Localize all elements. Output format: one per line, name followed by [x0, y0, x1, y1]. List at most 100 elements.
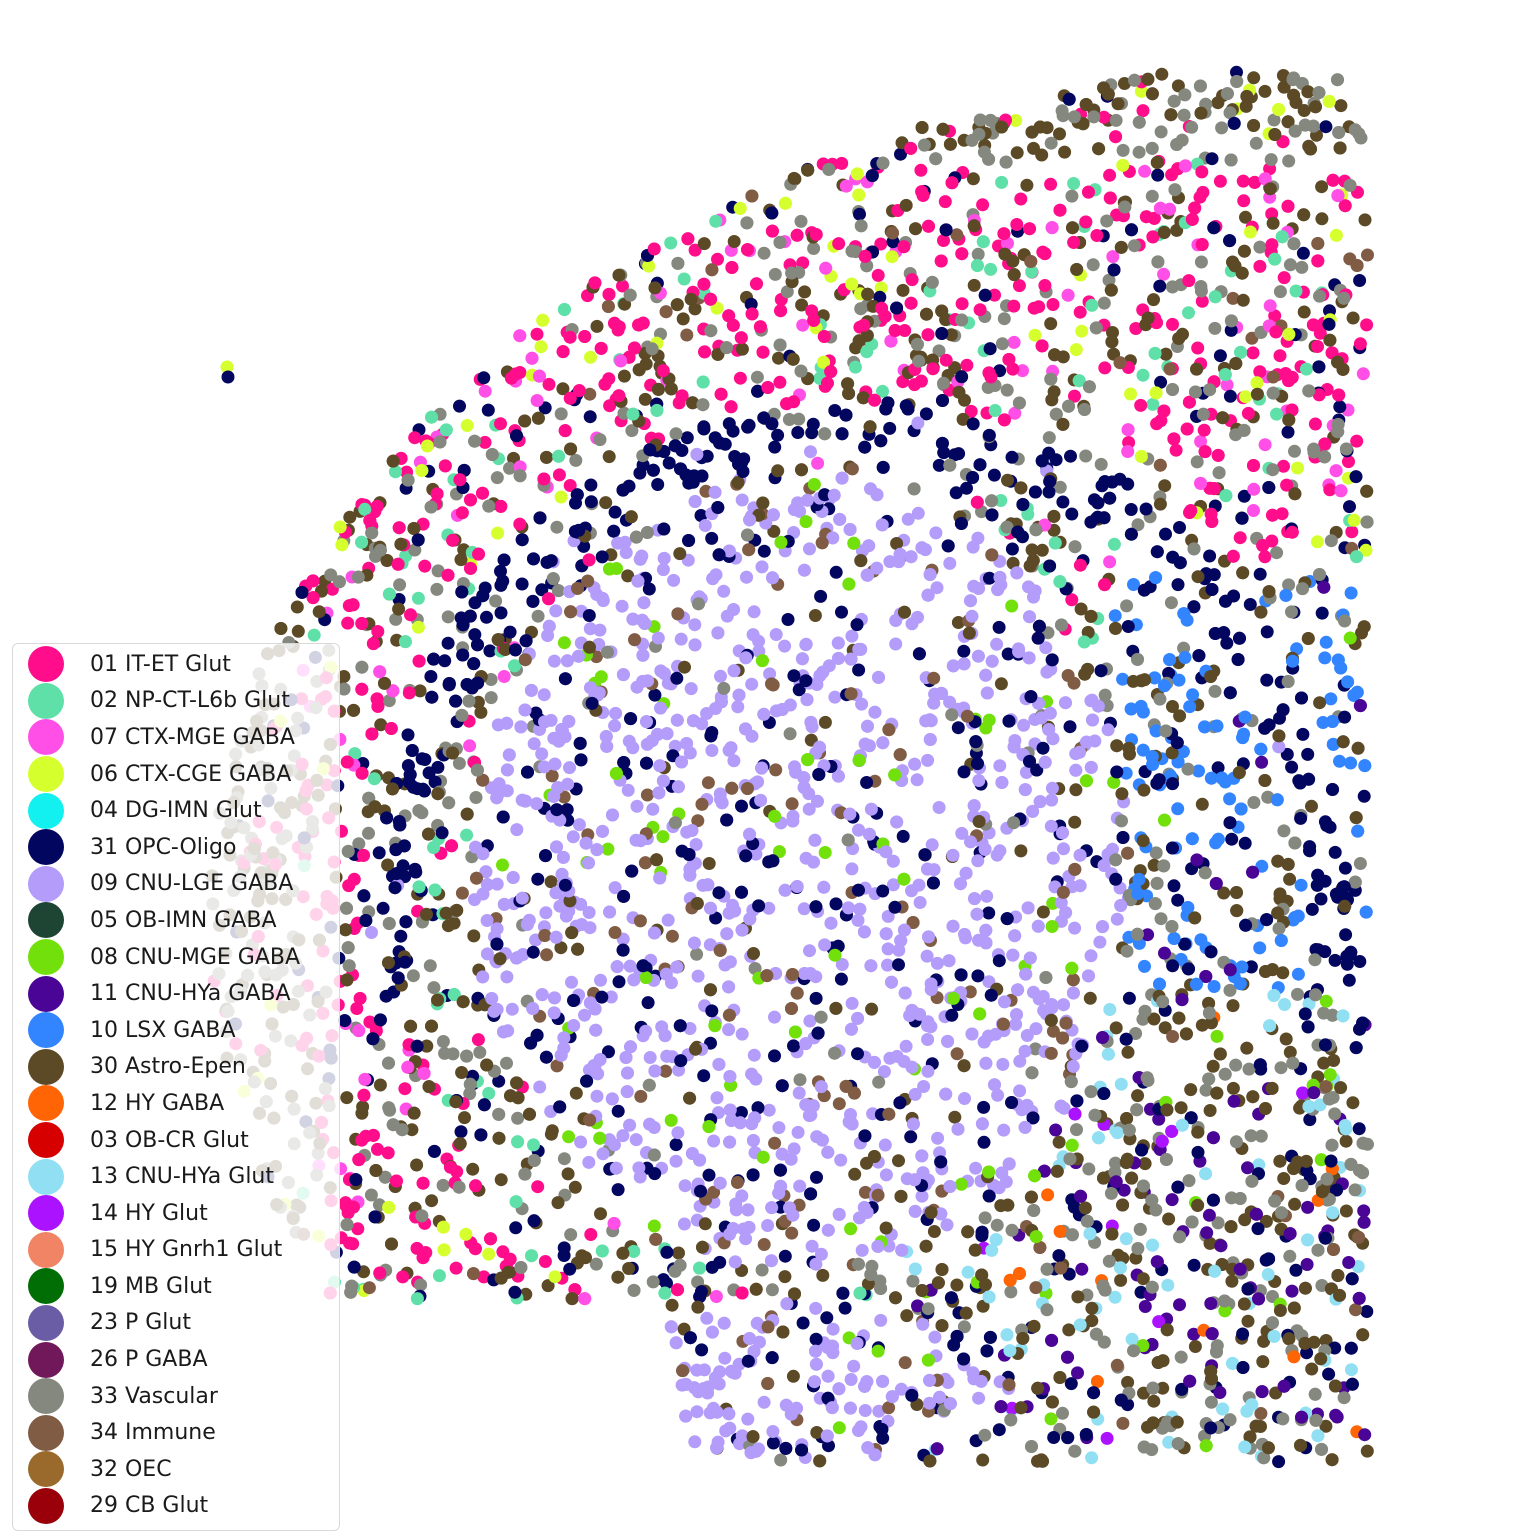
scatter-point [494, 1173, 508, 1187]
scatter-point [1117, 1183, 1131, 1197]
scatter-point [1191, 570, 1205, 584]
scatter-point [917, 1080, 931, 1093]
scatter-point [872, 1075, 886, 1089]
scatter-point [1028, 328, 1042, 342]
scatter-point [739, 1232, 753, 1246]
scatter-point [694, 509, 708, 522]
scatter-point [418, 559, 432, 573]
scatter-point [566, 830, 580, 844]
scatter-point [944, 328, 958, 342]
scatter-point [1109, 113, 1123, 127]
scatter-point [1071, 1366, 1084, 1380]
scatter-point [709, 214, 723, 228]
scatter-point [1054, 1261, 1068, 1275]
scatter-point [746, 628, 760, 642]
scatter-point [1138, 959, 1151, 973]
scatter-point [534, 340, 548, 354]
scatter-point [676, 312, 690, 326]
scatter-point [667, 573, 681, 587]
scatter-point [1202, 1208, 1216, 1222]
scatter-point [362, 826, 375, 840]
scatter-point [1324, 692, 1338, 706]
scatter-point [1353, 857, 1367, 870]
scatter-point [485, 992, 499, 1005]
scatter-point [1035, 339, 1049, 353]
scatter-point [1297, 104, 1311, 117]
scatter-point [809, 228, 823, 241]
scatter-point [1036, 905, 1050, 919]
scatter-point [355, 1133, 369, 1147]
scatter-point [463, 739, 477, 753]
scatter-point [1199, 1083, 1213, 1097]
scatter-point [511, 1135, 525, 1149]
scatter-point [494, 564, 507, 578]
scatter-point [633, 1170, 647, 1184]
scatter-point [422, 827, 435, 841]
scatter-point [747, 947, 760, 960]
scatter-point [714, 669, 727, 683]
scatter-point [952, 447, 966, 461]
scatter-point [977, 1135, 991, 1149]
scatter-point [1016, 364, 1029, 378]
scatter-point [711, 252, 724, 266]
scatter-point [879, 1168, 893, 1182]
scatter-point [787, 1142, 801, 1156]
scatter-point [853, 207, 866, 221]
scatter-point [921, 1064, 935, 1078]
scatter-point [973, 303, 987, 317]
scatter-point [808, 609, 822, 622]
scatter-point [413, 684, 427, 698]
scatter-point [752, 1335, 766, 1349]
scatter-point [1169, 443, 1183, 457]
scatter-point [1155, 67, 1169, 81]
scatter-point [1173, 709, 1187, 723]
scatter-point [1211, 761, 1225, 775]
scatter-point [717, 584, 731, 598]
scatter-point [877, 1065, 891, 1079]
scatter-point [1023, 559, 1037, 573]
scatter-point [684, 292, 698, 306]
scatter-point [432, 1269, 446, 1283]
scatter-point [861, 287, 875, 301]
scatter-point [1211, 1216, 1225, 1230]
scatter-point [1192, 764, 1205, 778]
scatter-point [353, 991, 367, 1005]
scatter-point [1294, 878, 1308, 892]
scatter-point [563, 1262, 577, 1276]
scatter-point [1131, 518, 1145, 532]
scatter-point [955, 297, 969, 311]
scatter-point [1254, 1129, 1268, 1143]
scatter-point [342, 959, 356, 973]
scatter-point [1094, 457, 1108, 471]
scatter-point [793, 1179, 807, 1193]
scatter-point [594, 1207, 607, 1221]
scatter-point [1182, 274, 1196, 288]
scatter-point [691, 969, 705, 983]
scatter-point [411, 591, 425, 605]
scatter-point [1154, 125, 1168, 139]
scatter-point [949, 486, 963, 500]
scatter-point [513, 469, 527, 483]
scatter-point [1213, 349, 1227, 363]
scatter-point [467, 657, 481, 671]
scatter-point [590, 1089, 604, 1103]
scatter-point [664, 236, 678, 250]
scatter-point [1047, 1431, 1061, 1444]
scatter-point [608, 926, 622, 939]
scatter-point [937, 234, 950, 247]
scatter-point [1073, 558, 1087, 572]
scatter-point [981, 381, 995, 394]
scatter-point [542, 377, 556, 391]
scatter-point [1147, 858, 1161, 872]
scatter-point [547, 654, 561, 668]
scatter-point [492, 1074, 506, 1088]
scatter-point [1001, 473, 1014, 487]
scatter-point [720, 609, 734, 623]
scatter-point [1253, 240, 1267, 254]
scatter-point [531, 609, 545, 623]
scatter-point [508, 1285, 522, 1299]
scatter-point [527, 737, 541, 751]
scatter-point [911, 1299, 924, 1313]
scatter-point [1138, 164, 1152, 178]
scatter-point [878, 1138, 892, 1152]
